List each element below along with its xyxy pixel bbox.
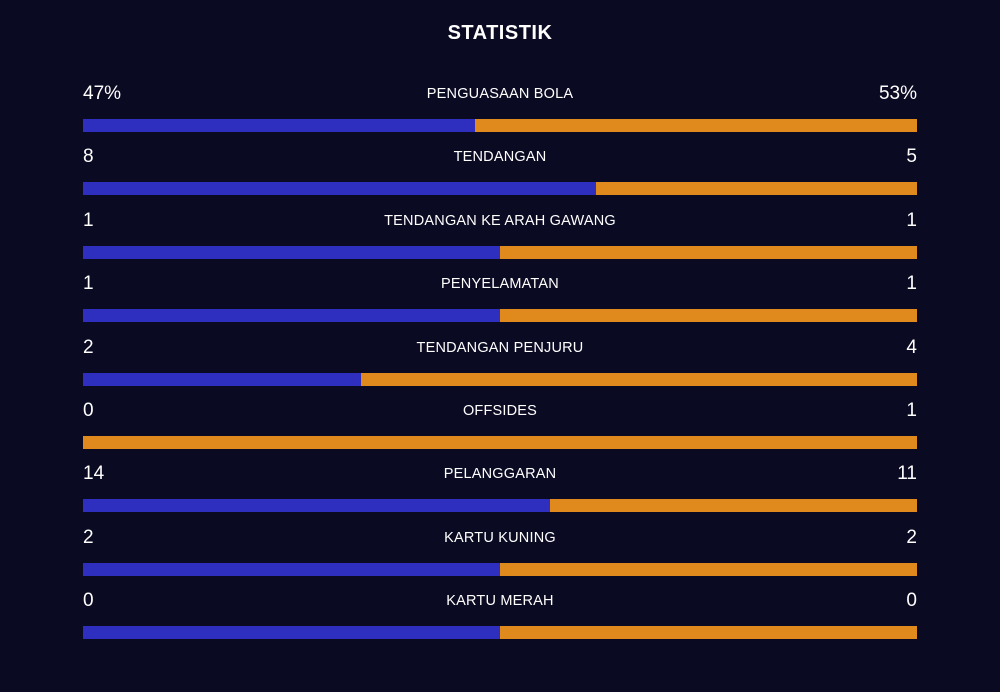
stat-label: KARTU MERAH — [446, 593, 554, 610]
away-bar-fill — [550, 499, 917, 513]
stat-bar — [83, 562, 917, 576]
stat-bar — [83, 626, 917, 640]
home-value: 1 — [83, 273, 94, 295]
home-bar-fill — [83, 245, 500, 259]
stat-row-fouls: 14 PELANGGARAN 11 — [83, 460, 917, 523]
home-value: 14 — [83, 463, 105, 485]
home-bar-fill — [83, 499, 551, 513]
stat-label: PENYELAMATAN — [441, 276, 559, 293]
away-value: 4 — [906, 336, 917, 358]
stat-row-corners: 2 TENDANGAN PENJURU 4 — [83, 334, 917, 397]
away-bar-fill — [500, 562, 917, 576]
home-value: 2 — [83, 336, 94, 358]
home-bar-fill — [83, 626, 500, 640]
page-title: STATISTIK — [447, 22, 553, 44]
stat-bar — [83, 309, 917, 323]
stat-label: TENDANGAN — [453, 149, 547, 166]
stat-bar — [83, 435, 917, 449]
away-value: 5 — [906, 146, 917, 168]
stat-row-yellow-cards: 2 KARTU KUNING 2 — [83, 524, 917, 587]
stat-row-saves: 1 PENYELAMATAN 1 — [83, 270, 917, 333]
stat-bar — [83, 119, 917, 132]
stat-label: PELANGGARAN — [443, 466, 557, 483]
away-value: 53% — [878, 83, 917, 104]
stat-label: OFFSIDES — [462, 402, 538, 419]
away-bar-fill — [500, 626, 917, 640]
home-value: 8 — [83, 146, 94, 168]
stat-row-shots: 8 TENDANGAN 5 — [83, 143, 917, 206]
away-value: 1 — [906, 209, 917, 231]
away-bar-fill — [595, 182, 917, 196]
away-value: 2 — [906, 526, 917, 548]
stat-row-red-cards: 0 KARTU MERAH 0 — [83, 587, 917, 650]
stat-row-possession: 47% PENGUASAAN BOLA 53% — [83, 80, 917, 143]
stats-list: 47% PENGUASAAN BOLA 53% 8 TENDANGAN 5 1 … — [83, 80, 917, 651]
home-value: 2 — [83, 526, 94, 548]
home-bar-fill — [83, 182, 596, 196]
away-value: 1 — [906, 273, 917, 295]
home-bar-fill — [83, 562, 500, 576]
home-value: 47% — [83, 83, 122, 104]
stat-bar — [83, 182, 917, 196]
away-bar-fill — [474, 119, 917, 132]
away-value: 11 — [897, 463, 917, 485]
stat-bar — [83, 245, 917, 259]
home-bar-fill — [83, 372, 361, 386]
stat-label: TENDANGAN KE ARAH GAWANG — [384, 212, 616, 229]
stat-label: PENGUASAAN BOLA — [426, 86, 574, 102]
home-value: 1 — [83, 209, 94, 231]
stat-row-offsides: 0 OFFSIDES 1 — [83, 397, 917, 460]
home-value: 0 — [83, 399, 94, 421]
stat-label: TENDANGAN PENJURU — [416, 339, 584, 356]
home-value: 0 — [83, 590, 94, 612]
away-value: 1 — [906, 399, 917, 421]
away-bar-fill — [500, 245, 917, 259]
stat-label: KARTU KUNING — [444, 529, 556, 546]
away-bar-fill — [83, 435, 917, 449]
away-value: 0 — [906, 590, 917, 612]
away-bar-fill — [360, 372, 917, 386]
home-bar-fill — [83, 119, 475, 132]
stat-row-shots-on-target: 1 TENDANGAN KE ARAH GAWANG 1 — [83, 207, 917, 270]
stat-bar — [83, 372, 917, 386]
stat-bar — [83, 499, 917, 513]
home-bar-fill — [83, 309, 500, 323]
away-bar-fill — [500, 309, 917, 323]
